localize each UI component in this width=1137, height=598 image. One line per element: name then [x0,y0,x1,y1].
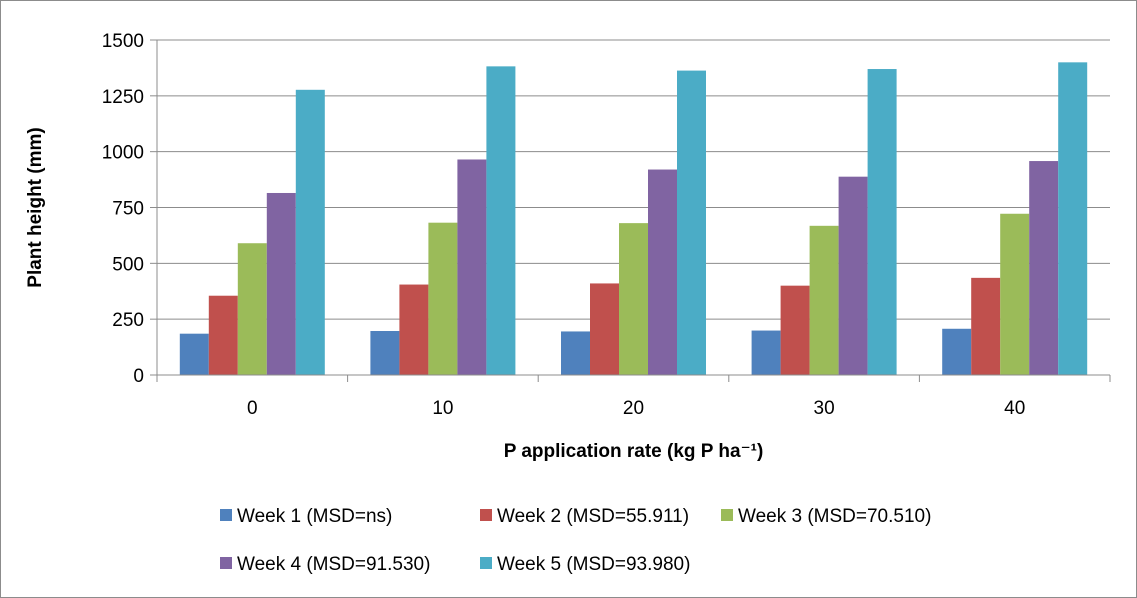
bar [370,331,400,375]
bar [457,159,487,375]
bar [809,225,839,375]
bar [780,285,810,375]
x-tick-label: 10 [432,398,453,419]
x-tick-label: 30 [814,398,835,419]
x-tick-labels: 0 10 20 30 40 [247,398,1025,419]
bar [1058,62,1088,375]
bar [561,331,590,375]
bar [1029,161,1059,375]
y-tick-label: 1250 [102,87,144,108]
legend-item: Week 1 (MSD=ns) [220,506,392,527]
bar [751,330,781,375]
legend-label: Week 5 (MSD=93.980) [497,554,690,575]
bar [486,66,516,375]
bar [237,243,267,375]
bar [677,70,706,375]
bar [838,176,868,375]
y-tick-label: 750 [112,199,144,220]
legend-swatch [480,509,492,521]
bar [266,192,296,375]
x-tick-label: 0 [247,398,258,419]
legend-item: Week 3 (MSD=70.510) [721,506,931,527]
y-tick-label: 1500 [102,31,144,52]
axes [150,39,1111,382]
bars [179,62,1088,376]
legend-swatch [220,557,232,569]
bar [295,89,325,375]
y-tick-labels: 0 250 500 750 1000 1250 1500 [102,31,144,387]
bar [590,283,619,375]
y-tick-label: 0 [133,366,144,387]
legend-label: Week 3 (MSD=70.510) [738,506,931,527]
y-tick-label: 250 [112,310,144,331]
legend-label: Week 2 (MSD=55.911) [497,506,689,527]
y-tick-label: 1000 [102,143,144,164]
bar [648,169,677,375]
legend-label: Week 1 (MSD=ns) [237,506,392,527]
bar [971,277,1001,375]
legend-label: Week 4 (MSD=91.530) [237,554,430,575]
bar [867,69,897,376]
x-axis-title: P application rate (kg P ha⁻¹) [504,441,764,462]
x-tick-label: 40 [1004,398,1025,419]
legend-item: Week 5 (MSD=93.980) [480,554,690,575]
legend: Week 1 (MSD=ns) Week 2 (MSD=55.911) Week 3… [220,506,931,575]
y-axis-title: Plant height (mm) [25,127,46,287]
bar [399,284,429,375]
bar [942,328,972,375]
legend-item: Week 4 (MSD=91.530) [220,554,430,575]
legend-swatch [721,509,733,521]
bar [1000,213,1030,375]
x-tick-label: 20 [623,398,644,419]
legend-item: Week 2 (MSD=55.911) [480,506,689,527]
y-tick-label: 500 [112,254,144,275]
bar [428,222,458,375]
legend-swatch [480,557,492,569]
bar [208,295,238,375]
bar [179,333,209,375]
bar [619,223,648,375]
legend-swatch [220,509,232,521]
